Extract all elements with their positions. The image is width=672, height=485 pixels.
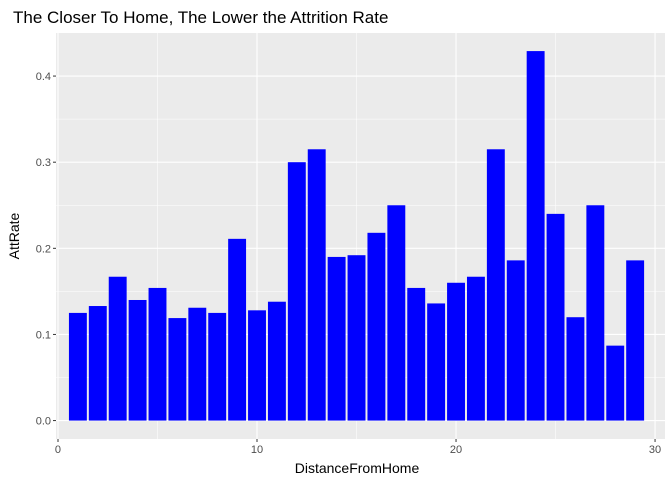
x-tick-label: 30 [649, 444, 661, 456]
bar [267, 301, 286, 421]
y-tick-label: 0.0 [36, 416, 51, 428]
bar [148, 287, 167, 421]
x-axis-ticks: 0 10 20 30 [55, 439, 661, 456]
y-tick-label: 0.4 [36, 71, 51, 83]
bar [367, 232, 386, 421]
bar [168, 318, 187, 421]
chart-title: The Closer To Home, The Lower the Attrit… [13, 8, 388, 27]
bar [626, 260, 645, 421]
gridlines [56, 33, 665, 439]
bar [347, 255, 366, 421]
bar [208, 312, 227, 421]
bar [447, 282, 465, 421]
bars [68, 51, 645, 421]
bar [606, 345, 625, 421]
bar [387, 205, 406, 421]
bar [546, 213, 565, 421]
bar [526, 51, 545, 421]
bar [307, 149, 326, 421]
x-axis-title: DistanceFromHome [295, 460, 420, 476]
y-tick-label: 0.3 [36, 157, 51, 169]
bar [128, 299, 147, 421]
bar [566, 317, 585, 421]
x-tick-label: 0 [55, 444, 61, 456]
bar [228, 238, 247, 421]
y-axis-title: AttRate [6, 212, 22, 259]
x-tick-label: 10 [251, 444, 263, 456]
bar [188, 307, 207, 421]
bar [287, 162, 306, 421]
bar [327, 256, 346, 421]
y-axis-ticks: 0.0 0.1 0.2 0.3 0.4 [36, 71, 56, 428]
bar [68, 312, 87, 421]
bar [466, 276, 485, 421]
bar [108, 276, 127, 421]
x-tick-label: 20 [450, 444, 462, 456]
bar [506, 260, 525, 421]
bar [248, 310, 266, 421]
bar [586, 205, 605, 421]
y-tick-label: 0.2 [36, 243, 51, 255]
bar [88, 306, 107, 421]
bar [407, 287, 426, 421]
bar [427, 303, 446, 421]
bar [486, 149, 505, 421]
y-tick-label: 0.1 [36, 329, 51, 341]
